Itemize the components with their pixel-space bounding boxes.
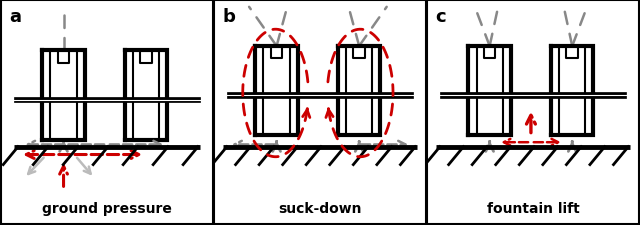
Text: suck-down: suck-down <box>278 201 362 215</box>
Bar <box>14 97 200 103</box>
Text: fountain lift: fountain lift <box>486 201 579 215</box>
Text: a: a <box>10 8 22 26</box>
Text: ground pressure: ground pressure <box>42 201 172 215</box>
Text: c: c <box>436 8 446 26</box>
Bar <box>440 93 626 99</box>
Text: b: b <box>223 8 236 26</box>
Bar <box>227 93 413 99</box>
